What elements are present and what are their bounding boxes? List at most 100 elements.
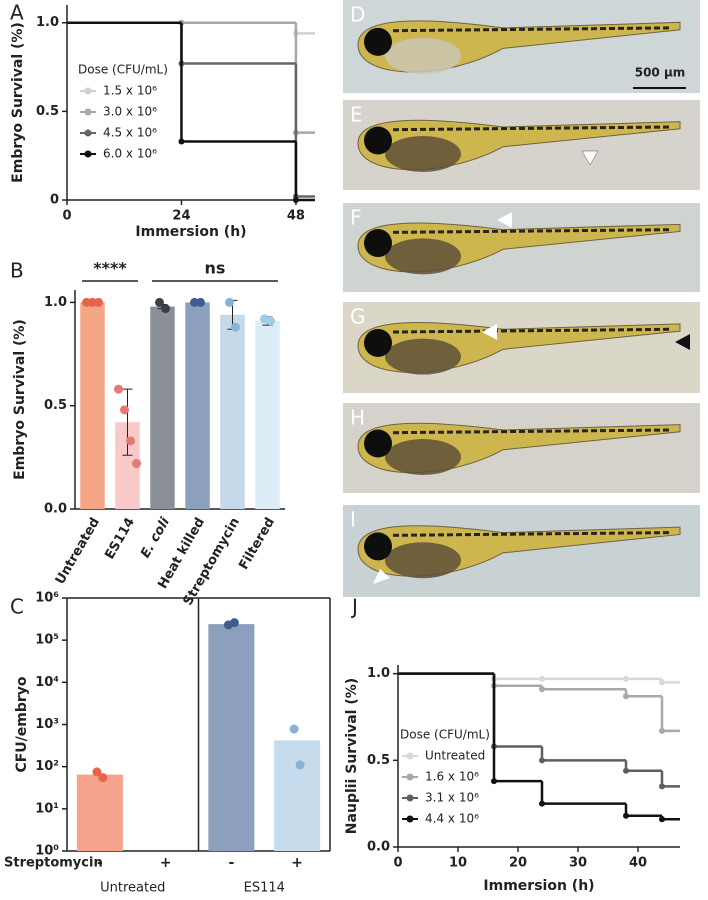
data-point bbox=[266, 316, 275, 326]
x-tick-label: Untreated bbox=[53, 515, 103, 587]
legend-marker bbox=[84, 129, 92, 137]
larva-yolk bbox=[385, 338, 461, 375]
bar bbox=[220, 314, 245, 509]
legend-label: 4.4 x 10⁶ bbox=[425, 812, 479, 826]
larva-stripe bbox=[392, 428, 671, 435]
y-tick-label: 0 bbox=[50, 193, 59, 208]
legend-marker bbox=[406, 815, 414, 823]
data-point bbox=[155, 297, 164, 307]
panel-letter: I bbox=[350, 508, 356, 532]
y-tick-label: 1.0 bbox=[367, 666, 390, 681]
significance-label: ns bbox=[205, 259, 226, 278]
panel-letter: J bbox=[350, 595, 358, 619]
larva-yolk bbox=[385, 136, 461, 172]
larva-stripe bbox=[392, 531, 671, 537]
censor-marker bbox=[659, 679, 665, 686]
larva-eye bbox=[364, 229, 392, 258]
censor-marker bbox=[539, 686, 545, 693]
data-point bbox=[98, 773, 108, 783]
significance-label: **** bbox=[93, 259, 127, 278]
data-point bbox=[126, 436, 135, 446]
y-axis-label: Nauplii Survival (%) bbox=[344, 678, 360, 834]
arrowhead bbox=[581, 150, 599, 166]
censor-marker bbox=[659, 783, 665, 790]
legend-marker bbox=[406, 773, 414, 781]
larva-eye bbox=[364, 532, 392, 561]
x-tick-label: Filtered bbox=[236, 515, 278, 572]
censor-marker bbox=[623, 812, 629, 819]
group-label: ES114 bbox=[244, 881, 285, 896]
data-point bbox=[196, 297, 205, 307]
larva-yolk bbox=[385, 37, 461, 74]
data-point bbox=[161, 304, 170, 314]
censor-marker bbox=[659, 727, 665, 734]
y-tick-label: 0.5 bbox=[367, 753, 390, 768]
bar bbox=[150, 306, 175, 509]
panel-letter: B bbox=[10, 259, 24, 283]
y-axis-label: Embryo Survival (%) bbox=[12, 319, 28, 480]
x-tick-label: 0 bbox=[62, 209, 71, 224]
data-point bbox=[225, 297, 234, 307]
larva-stripe bbox=[392, 327, 671, 334]
panel-letter: A bbox=[10, 1, 24, 25]
legend-label: Untreated bbox=[425, 749, 485, 763]
data-point bbox=[295, 760, 305, 770]
bar bbox=[208, 624, 255, 851]
panel-letter: D bbox=[350, 3, 365, 27]
panel-letter: E bbox=[350, 103, 363, 127]
larva-eye bbox=[364, 429, 392, 458]
censor-marker bbox=[623, 767, 629, 774]
x-tick-label: + bbox=[160, 855, 172, 871]
legend-label: 1.5 x 10⁶ bbox=[103, 84, 157, 98]
x-tick-label: 48 bbox=[287, 209, 305, 224]
y-tick-label: 10⁶ bbox=[35, 591, 59, 606]
x-tick-label: - bbox=[228, 855, 234, 871]
censor-marker bbox=[623, 693, 629, 700]
x-tick-label: 10 bbox=[449, 856, 467, 871]
data-point bbox=[289, 724, 299, 734]
y-axis-label: CFU/embryo bbox=[14, 676, 30, 772]
y-tick-label: 10⁰ bbox=[35, 844, 59, 859]
censor-marker bbox=[178, 138, 185, 145]
censor-marker bbox=[539, 675, 545, 682]
larva-yolk bbox=[385, 542, 461, 579]
y-tick-label: 0.5 bbox=[44, 398, 67, 413]
larva-yolk bbox=[385, 439, 461, 475]
censor-marker bbox=[491, 778, 497, 785]
data-point bbox=[229, 618, 239, 628]
larva-stripe bbox=[392, 26, 671, 33]
legend-marker bbox=[84, 150, 92, 158]
legend-title: Dose (CFU/mL) bbox=[400, 728, 490, 742]
y-tick-label: 0.0 bbox=[367, 840, 390, 855]
panel-letter: G bbox=[350, 305, 366, 329]
x-axis-label: Immersion (h) bbox=[135, 224, 246, 240]
x-tick-label: ES114 bbox=[102, 515, 138, 562]
panel-letter: F bbox=[350, 206, 362, 230]
censor-marker bbox=[292, 197, 299, 203]
data-point bbox=[114, 384, 123, 394]
censor-marker bbox=[623, 675, 629, 682]
arrowhead bbox=[482, 324, 497, 340]
bar bbox=[255, 320, 280, 509]
larva-stripe bbox=[392, 125, 671, 132]
data-point bbox=[94, 297, 103, 307]
bar bbox=[274, 740, 321, 851]
bar bbox=[80, 302, 105, 509]
legend-marker bbox=[84, 87, 92, 95]
larva-eye bbox=[364, 126, 392, 155]
y-axis-label: Embryo Survival (%) bbox=[10, 22, 26, 183]
data-point bbox=[92, 767, 102, 777]
y-tick-label: 10³ bbox=[35, 717, 59, 732]
data-point bbox=[231, 322, 240, 332]
group-label: Untreated bbox=[100, 881, 165, 896]
legend-marker bbox=[84, 108, 92, 116]
panel-letter: C bbox=[10, 595, 24, 619]
arrowhead bbox=[373, 569, 390, 584]
bar bbox=[185, 302, 210, 509]
data-point bbox=[120, 405, 129, 415]
larva-eye bbox=[364, 27, 392, 56]
legend-title: Dose (CFU/mL) bbox=[78, 63, 168, 77]
y-tick-label: 10⁴ bbox=[35, 675, 59, 690]
row-label: Streptomycin bbox=[4, 856, 103, 871]
